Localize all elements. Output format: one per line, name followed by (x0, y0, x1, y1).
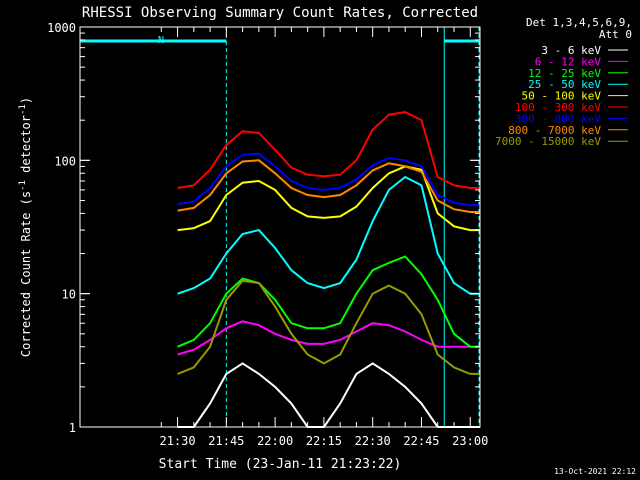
x-tick-label: 21:30 (159, 434, 195, 448)
night-bands (80, 27, 480, 427)
y-label-sup2: -1 (18, 104, 28, 115)
legend-header-1: Det 1,3,4,5,6,9, (526, 16, 632, 29)
footer-date: 13-Oct-2021 22:12 (554, 467, 636, 476)
legend-label-3: 25 - 50 keV (528, 78, 601, 91)
legend-label-0: 3 - 6 keV (541, 44, 601, 57)
y-label-main: Corrected Count Rate (s (19, 191, 33, 357)
series-line-2 (177, 255, 480, 348)
series-line-0 (177, 362, 480, 428)
x-tick-label: 22:30 (355, 434, 391, 448)
series-line-3 (177, 175, 480, 295)
y-ticks: 1 10 100 1000 (47, 21, 480, 435)
y-tick-label: 1 (69, 421, 76, 435)
chart-title: RHESSI Observing Summary Count Rates, Co… (82, 5, 478, 21)
y-tick-label: 1000 (47, 21, 76, 35)
x-ticks: 21:30 21:45 22:00 22:15 22:30 22:45 23:00 (159, 27, 488, 448)
legend-label-4: 50 - 100 keV (522, 90, 602, 103)
x-tick-label: 23:00 (452, 434, 488, 448)
series-line-8 (177, 279, 480, 375)
x-axis-label: Start Time (23-Jan-11 21:23:22) (159, 457, 402, 472)
legend-label-6: 300 - 800 keV (515, 112, 601, 125)
annotation-n: N (158, 35, 164, 46)
legend-label-7: 800 - 7000 keV (508, 124, 601, 137)
y-tick-label: 100 (54, 154, 76, 168)
series-line-7 (177, 159, 480, 213)
series-line-5 (177, 111, 480, 189)
x-tick-label: 22:00 (257, 434, 293, 448)
y-label-mid: detector (19, 115, 33, 180)
y-label-sup1: -1 (18, 180, 28, 191)
plot-frame (79, 26, 481, 428)
series-group (177, 111, 480, 428)
x-tick-label: 21:45 (208, 434, 244, 448)
series-line-6 (177, 152, 480, 207)
x-tick-label: 22:15 (306, 434, 342, 448)
legend-header-2: Att 0 (599, 28, 632, 41)
series-line-4 (177, 165, 480, 232)
x-tick-label: 22:45 (403, 434, 439, 448)
y-label-end: ) (19, 97, 33, 104)
legend-label-1: 6 - 12 keV (535, 55, 602, 68)
y-tick-label: 10 (62, 288, 76, 302)
legend-label-5: 100 - 300 keV (515, 101, 601, 114)
y-axis-label: Corrected Count Rate (s-1 detector-1) (18, 97, 33, 357)
legend-label-2: 12 - 25 keV (528, 67, 601, 80)
legend-label-8: 7000 - 15000 keV (495, 135, 601, 148)
